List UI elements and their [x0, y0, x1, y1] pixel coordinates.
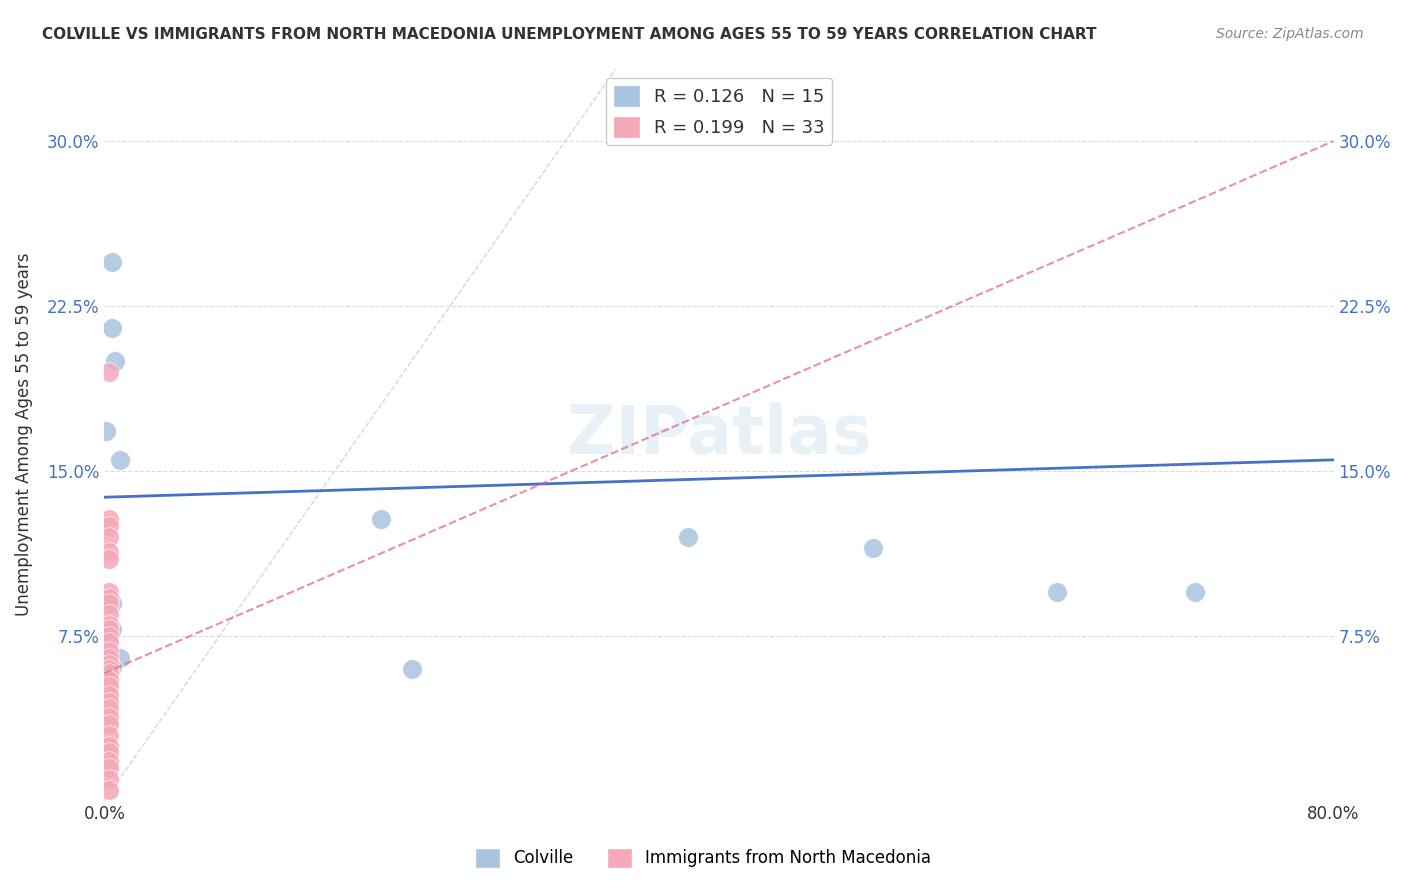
Point	[1046, 584, 1069, 599]
Point	[101, 596, 124, 610]
Point	[98, 635, 121, 649]
Point	[98, 657, 121, 672]
Point	[98, 710, 121, 724]
Point	[94, 424, 117, 438]
Point	[862, 541, 884, 555]
Point	[98, 530, 121, 544]
Text: ZIPatlas: ZIPatlas	[567, 401, 872, 467]
Point	[98, 761, 121, 775]
Point	[101, 255, 124, 269]
Point	[98, 716, 121, 731]
Point	[98, 688, 121, 702]
Point	[98, 584, 121, 599]
Legend: R = 0.126   N = 15, R = 0.199   N = 33: R = 0.126 N = 15, R = 0.199 N = 33	[606, 78, 832, 145]
Point	[98, 518, 121, 533]
Point	[98, 666, 121, 681]
Point	[98, 745, 121, 759]
Point	[98, 650, 121, 665]
Point	[98, 622, 121, 636]
Point	[98, 596, 121, 610]
Text: COLVILLE VS IMMIGRANTS FROM NORTH MACEDONIA UNEMPLOYMENT AMONG AGES 55 TO 59 YEA: COLVILLE VS IMMIGRANTS FROM NORTH MACEDO…	[42, 27, 1097, 42]
Point	[401, 662, 423, 676]
Text: Source: ZipAtlas.com: Source: ZipAtlas.com	[1216, 27, 1364, 41]
Point	[104, 354, 127, 368]
Point	[98, 739, 121, 753]
Point	[98, 679, 121, 693]
Point	[98, 662, 121, 676]
Point	[98, 772, 121, 786]
Point	[98, 673, 121, 687]
Point	[98, 644, 121, 658]
Point	[370, 512, 392, 526]
Point	[108, 453, 131, 467]
Point	[676, 530, 699, 544]
Point	[101, 659, 124, 673]
Point	[108, 650, 131, 665]
Point	[98, 607, 121, 621]
Point	[98, 695, 121, 709]
Point	[98, 728, 121, 742]
Point	[98, 617, 121, 632]
Point	[98, 512, 121, 526]
Point	[98, 782, 121, 797]
Point	[98, 591, 121, 606]
Point	[101, 622, 124, 636]
Point	[98, 551, 121, 566]
Point	[1184, 584, 1206, 599]
Legend: Colville, Immigrants from North Macedonia: Colville, Immigrants from North Macedoni…	[468, 841, 938, 875]
Y-axis label: Unemployment Among Ages 55 to 59 years: Unemployment Among Ages 55 to 59 years	[15, 252, 32, 616]
Point	[98, 545, 121, 559]
Point	[98, 701, 121, 715]
Point	[98, 365, 121, 379]
Point	[98, 754, 121, 768]
Point	[98, 629, 121, 643]
Point	[101, 321, 124, 335]
